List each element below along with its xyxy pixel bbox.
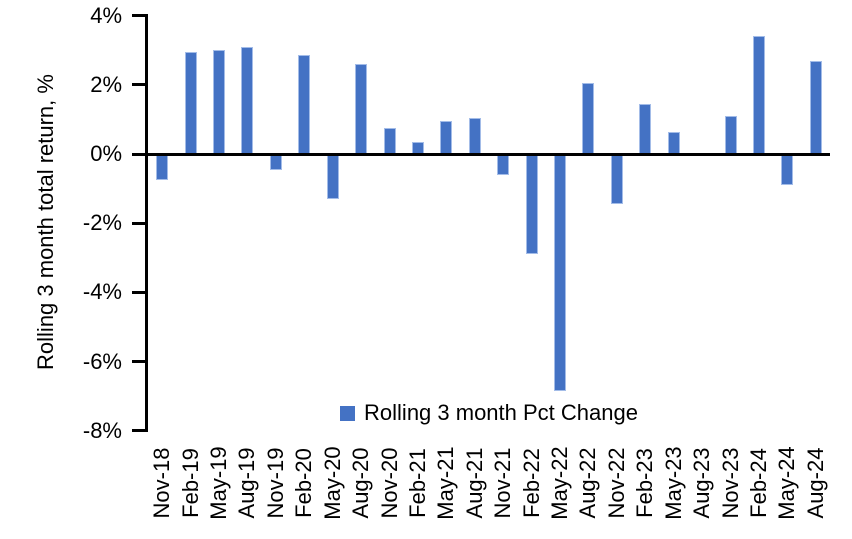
y-tick-label: -6% [82,348,122,374]
bar [525,154,538,255]
bar [497,154,510,175]
bar [440,121,453,154]
bar [241,46,254,154]
y-tick-label: 0% [90,141,122,166]
y-axis-tick [132,290,148,294]
bar [326,154,339,199]
bar [554,154,567,391]
bar [809,60,822,154]
bar [468,117,481,154]
bar [639,103,652,154]
y-axis-tick [132,14,148,18]
bar [752,36,765,154]
bar [582,83,595,154]
bar [269,154,282,170]
legend-label: Rolling 3 month Pct Change [364,400,638,425]
bar [610,154,623,205]
bar [781,154,794,186]
y-axis-tick [132,221,148,225]
bar [667,131,680,154]
y-axis-tick [132,83,148,87]
y-tick-label: -2% [82,210,122,236]
y-axis-tick [132,429,148,433]
x-axis-line [145,152,830,156]
bar [156,154,169,180]
bar [184,51,197,154]
bar [724,115,737,154]
y-axis-line [145,14,148,433]
y-tick-label: -4% [82,279,122,305]
bar [213,50,226,154]
legend-color-swatch [340,405,356,421]
bar [298,55,311,154]
bar [355,64,368,154]
y-tick-label: 4% [90,2,122,28]
y-axis-tick [132,360,148,364]
y-tick-label: -8% [82,417,122,443]
y-tick-label: 2% [90,71,122,97]
legend: Rolling 3 month Pct Change [148,400,830,426]
bar [383,128,396,154]
y-axis-tick [132,152,148,156]
